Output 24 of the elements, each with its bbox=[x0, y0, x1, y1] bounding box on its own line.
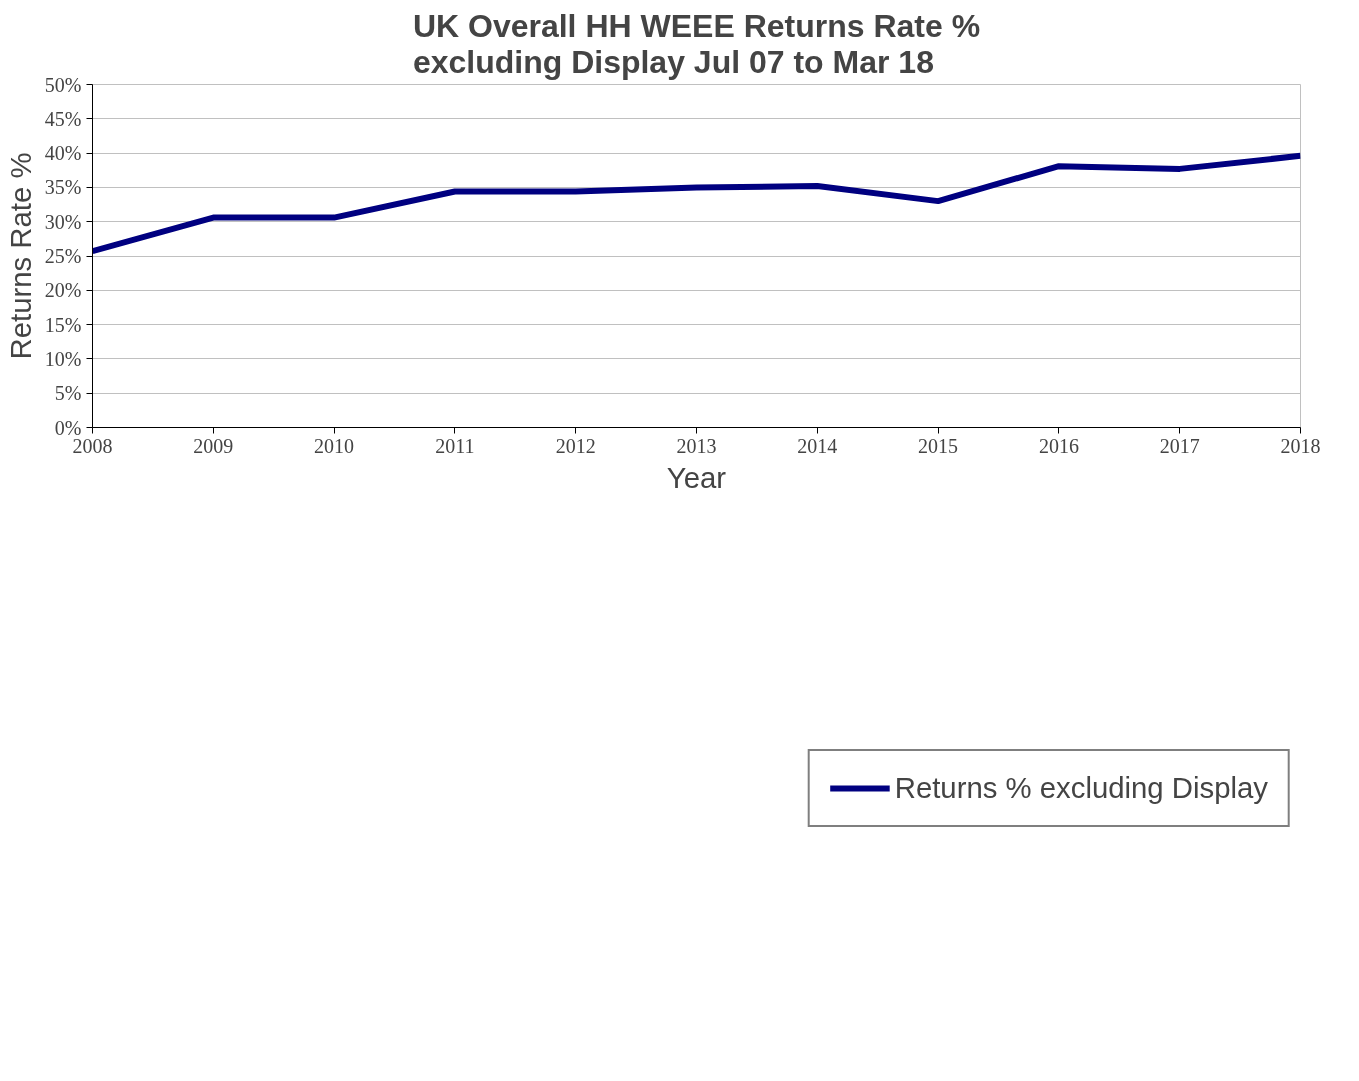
x-tick-label: 2011 bbox=[435, 434, 475, 457]
x-tick-label: 2017 bbox=[1159, 434, 1200, 457]
y-tick-label: 40% bbox=[44, 142, 82, 165]
x-tick-label: 2010 bbox=[314, 434, 355, 457]
x-tick-label: 2009 bbox=[193, 434, 234, 457]
y-tick-label: 15% bbox=[44, 313, 82, 336]
y-tick-label: 25% bbox=[44, 245, 82, 267]
y-axis-title: Returns Rate % bbox=[3, 152, 37, 360]
x-tick-label: 2014 bbox=[797, 434, 838, 457]
y-tick-label: 45% bbox=[44, 107, 82, 130]
y-tick-label: 20% bbox=[44, 279, 82, 302]
y-tick-label: 5% bbox=[54, 382, 82, 405]
x-tick-label: 2018 bbox=[1280, 434, 1321, 457]
y-tick-label: 10% bbox=[44, 347, 82, 370]
y-tick-label: 50% bbox=[44, 73, 82, 96]
y-tick-label: 30% bbox=[44, 210, 82, 233]
x-tick-label: 2015 bbox=[918, 434, 959, 457]
y-tick-label: 35% bbox=[44, 176, 82, 199]
legend-label: Returns % excluding Display bbox=[894, 771, 1268, 805]
x-tick-label: 2012 bbox=[555, 434, 596, 457]
x-tick-label: 2013 bbox=[676, 434, 717, 457]
x-axis-title: Year bbox=[666, 460, 727, 494]
x-tick-label: 2016 bbox=[1038, 434, 1079, 457]
chart-title: UK Overall HH WEEE Returns Rate % excluding Display Jul 07 to Mar 18 bbox=[412, 7, 981, 80]
